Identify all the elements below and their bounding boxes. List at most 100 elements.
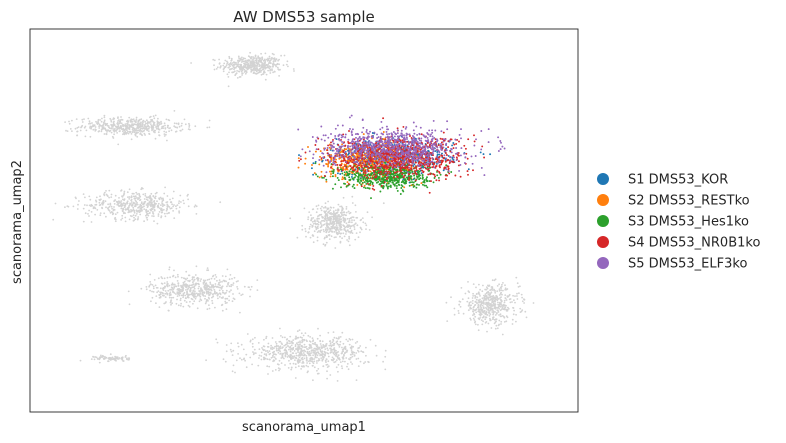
- scatter-point: [84, 212, 87, 215]
- scatter-point: [346, 181, 349, 184]
- scatter-point: [102, 199, 105, 202]
- scatter-point: [459, 301, 462, 303]
- scatter-point: [338, 224, 341, 226]
- scatter-point: [326, 347, 329, 350]
- scatter-point: [352, 216, 355, 219]
- scatter-point: [336, 172, 339, 175]
- scatter-point: [496, 327, 499, 330]
- scatter-point: [156, 287, 159, 289]
- scatter-point: [80, 126, 82, 129]
- scatter-point: [361, 217, 364, 220]
- scatter-point: [132, 208, 135, 211]
- scatter-point: [330, 345, 333, 348]
- scatter-point: [130, 196, 133, 198]
- scatter-point: [480, 306, 482, 309]
- scatter-point: [69, 127, 72, 130]
- scatter-point: [161, 203, 164, 205]
- scatter-point: [97, 120, 99, 123]
- scatter-point: [320, 224, 323, 227]
- scatter-point: [177, 284, 180, 287]
- scatter-point: [324, 243, 327, 246]
- scatter-point: [201, 292, 204, 294]
- scatter-point: [107, 207, 110, 209]
- scatter-point: [189, 300, 191, 303]
- scatter-point: [317, 359, 320, 362]
- scatter-point: [318, 176, 321, 179]
- scatter-point: [231, 71, 234, 74]
- scatter-point: [206, 298, 208, 301]
- scatter-point: [479, 151, 482, 154]
- scatter-point: [258, 357, 260, 359]
- scatter-point: [98, 361, 101, 364]
- scatter-point: [139, 124, 142, 127]
- scatter-point: [331, 344, 334, 347]
- scatter-point: [384, 368, 387, 371]
- scatter-point: [143, 205, 145, 208]
- scatter-point: [327, 211, 329, 214]
- scatter-point: [99, 214, 102, 217]
- scatter-point: [494, 278, 497, 281]
- scatter-point: [316, 351, 319, 354]
- scatter-point: [315, 345, 318, 348]
- scatter-point: [290, 342, 292, 344]
- scatter-point: [124, 220, 127, 223]
- scatter-point: [342, 217, 345, 220]
- scatter-point: [91, 125, 94, 128]
- scatter-point: [117, 117, 119, 119]
- scatter-point: [270, 356, 273, 359]
- scatter-point: [228, 295, 231, 298]
- scatter-point: [348, 235, 350, 238]
- scatter-point: [294, 345, 297, 348]
- scatter-point: [194, 274, 197, 276]
- scatter-point: [499, 302, 501, 304]
- scatter-point: [347, 229, 349, 232]
- scatter-point: [349, 168, 352, 171]
- scatter-point: [247, 65, 250, 68]
- scatter-point: [485, 299, 487, 301]
- scatter-point: [97, 121, 99, 124]
- scatter-point: [258, 348, 261, 351]
- scatter-point: [339, 166, 342, 169]
- scatter-point: [177, 275, 179, 278]
- scatter-point: [308, 340, 311, 342]
- scatter-point: [150, 124, 153, 127]
- scatter-point: [341, 346, 343, 349]
- scatter-point: [307, 334, 310, 337]
- scatter-point: [344, 172, 347, 175]
- scatter-point: [157, 202, 160, 205]
- scatter-point: [479, 308, 482, 311]
- scatter-point: [329, 209, 332, 212]
- scatter-point: [297, 361, 300, 363]
- scatter-point: [163, 135, 166, 137]
- scatter-point: [118, 197, 120, 199]
- scatter-point: [474, 304, 477, 306]
- scatter-point: [87, 213, 89, 215]
- scatter-point: [142, 193, 145, 196]
- scatter-point: [338, 357, 341, 360]
- scatter-point: [417, 169, 420, 172]
- scatter-point: [267, 58, 270, 61]
- scatter-point: [290, 368, 293, 371]
- scatter-point: [319, 214, 322, 216]
- scatter-point: [220, 288, 223, 290]
- scatter-point: [140, 207, 142, 210]
- scatter-point: [271, 346, 274, 349]
- scatter-point: [188, 126, 191, 128]
- scatter-point: [490, 297, 493, 300]
- scatter-point: [227, 76, 230, 78]
- scatter-point: [228, 278, 231, 281]
- scatter-point: [164, 186, 167, 189]
- scatter-point: [244, 57, 247, 60]
- scatter-point: [179, 297, 182, 300]
- scatter-point: [124, 202, 126, 205]
- scatter-point: [230, 289, 232, 291]
- scatter-point: [84, 196, 86, 199]
- scatter-point: [145, 214, 147, 217]
- scatter-point: [134, 197, 137, 200]
- scatter-point: [347, 368, 350, 371]
- scatter-point: [330, 206, 333, 209]
- scatter-point: [295, 337, 298, 340]
- scatter-point: [334, 175, 337, 178]
- scatter-point: [158, 134, 161, 137]
- scatter-point: [170, 300, 172, 303]
